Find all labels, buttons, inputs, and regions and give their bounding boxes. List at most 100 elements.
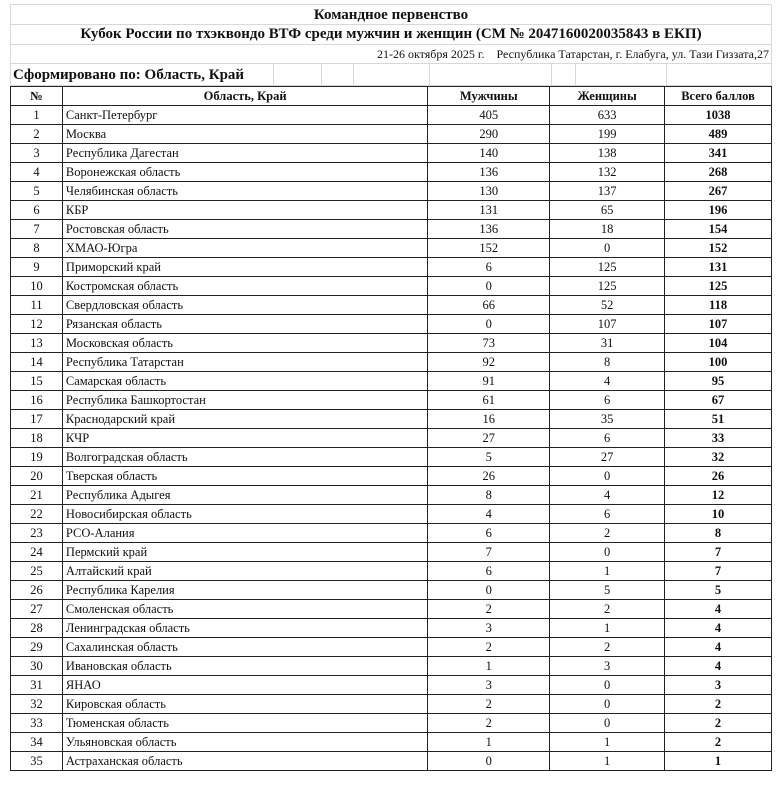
row-number: 18 [10,428,63,448]
total-points: 196 [664,200,772,220]
women-points: 199 [549,124,666,144]
men-points: 290 [427,124,551,144]
row-number: 11 [10,295,63,315]
region-name: Ленинградская область [61,618,429,638]
row-number: 16 [10,390,63,410]
men-points: 405 [427,105,551,125]
total-points: 8 [664,523,772,543]
women-points: 2 [549,637,666,657]
men-points: 6 [427,257,551,277]
region-name: Самарская область [61,371,429,391]
region-name: Сахалинская область [61,637,429,657]
total-points: 7 [664,561,772,581]
women-points: 5 [549,580,666,600]
women-points: 125 [549,257,666,277]
total-points: 32 [664,447,772,467]
table-row: 12 Рязанская область 0 107 107 [10,314,772,334]
row-number: 27 [10,599,63,619]
region-name: Волгоградская область [61,447,429,467]
row-number: 31 [10,675,63,695]
men-points: 0 [427,751,551,771]
region-name: Ульяновская область [61,732,429,752]
table-row: 33 Тюменская область 2 0 2 [10,713,772,733]
row-number: 15 [10,371,63,391]
men-points: 16 [427,409,551,429]
men-points: 27 [427,428,551,448]
total-points: 125 [664,276,772,296]
results-table: № Область, Край Мужчины Женщины Всего ба… [10,86,772,771]
total-points: 489 [664,124,772,144]
total-points: 154 [664,219,772,239]
women-points: 31 [549,333,666,353]
men-points: 6 [427,561,551,581]
women-points: 4 [549,371,666,391]
region-name: Рязанская область [61,314,429,334]
row-number: 8 [10,238,63,258]
row-number: 21 [10,485,63,505]
table-row: 8 ХМАО-Югра 152 0 152 [10,238,772,258]
women-points: 35 [549,409,666,429]
region-name: Смоленская область [61,599,429,619]
row-number: 7 [10,219,63,239]
men-points: 1 [427,732,551,752]
table-row: 29 Сахалинская область 2 2 4 [10,637,772,657]
women-points: 1 [549,561,666,581]
row-number: 26 [10,580,63,600]
region-name: Кировская область [61,694,429,714]
table-row: 1 Санкт-Петербург 405 633 1038 [10,105,772,125]
men-points: 73 [427,333,551,353]
table-row: 19 Волгоградская область 5 27 32 [10,447,772,467]
region-name: Санкт-Петербург [61,105,429,125]
men-points: 136 [427,219,551,239]
region-name: Республика Адыгея [61,485,429,505]
region-name: Ростовская область [61,219,429,239]
table-row: 24 Пермский край 7 0 7 [10,542,772,562]
women-points: 0 [549,542,666,562]
region-name: Ивановская область [61,656,429,676]
total-points: 1038 [664,105,772,125]
region-name: Тверская область [61,466,429,486]
row-number: 34 [10,732,63,752]
total-points: 5 [664,580,772,600]
region-name: Пермский край [61,542,429,562]
row-number: 9 [10,257,63,277]
total-points: 95 [664,371,772,391]
col-women: Женщины [549,86,666,106]
row-number: 17 [10,409,63,429]
women-points: 0 [549,713,666,733]
total-points: 4 [664,637,772,657]
row-number: 22 [10,504,63,524]
table-row: 11 Свердловская область 66 52 118 [10,295,772,315]
total-points: 2 [664,732,772,752]
region-name: Свердловская область [61,295,429,315]
women-points: 107 [549,314,666,334]
men-points: 130 [427,181,551,201]
total-points: 341 [664,143,772,163]
region-name: Новосибирская область [61,504,429,524]
region-name: РСО-Алания [61,523,429,543]
row-number: 13 [10,333,63,353]
women-points: 8 [549,352,666,372]
row-number: 33 [10,713,63,733]
total-points: 267 [664,181,772,201]
women-points: 18 [549,219,666,239]
region-name: Тюменская область [61,713,429,733]
men-points: 26 [427,466,551,486]
row-number: 3 [10,143,63,163]
total-points: 7 [664,542,772,562]
table-row: 26 Республика Карелия 0 5 5 [10,580,772,600]
women-points: 0 [549,675,666,695]
table-row: 5 Челябинская область 130 137 267 [10,181,772,201]
men-points: 6 [427,523,551,543]
men-points: 61 [427,390,551,410]
table-row: 4 Воронежская область 136 132 268 [10,162,772,182]
men-points: 136 [427,162,551,182]
row-number: 35 [10,751,63,771]
men-points: 8 [427,485,551,505]
row-number: 30 [10,656,63,676]
row-number: 25 [10,561,63,581]
men-points: 66 [427,295,551,315]
region-name: Москва [61,124,429,144]
table-row: 17 Краснодарский край 16 35 51 [10,409,772,429]
women-points: 6 [549,504,666,524]
